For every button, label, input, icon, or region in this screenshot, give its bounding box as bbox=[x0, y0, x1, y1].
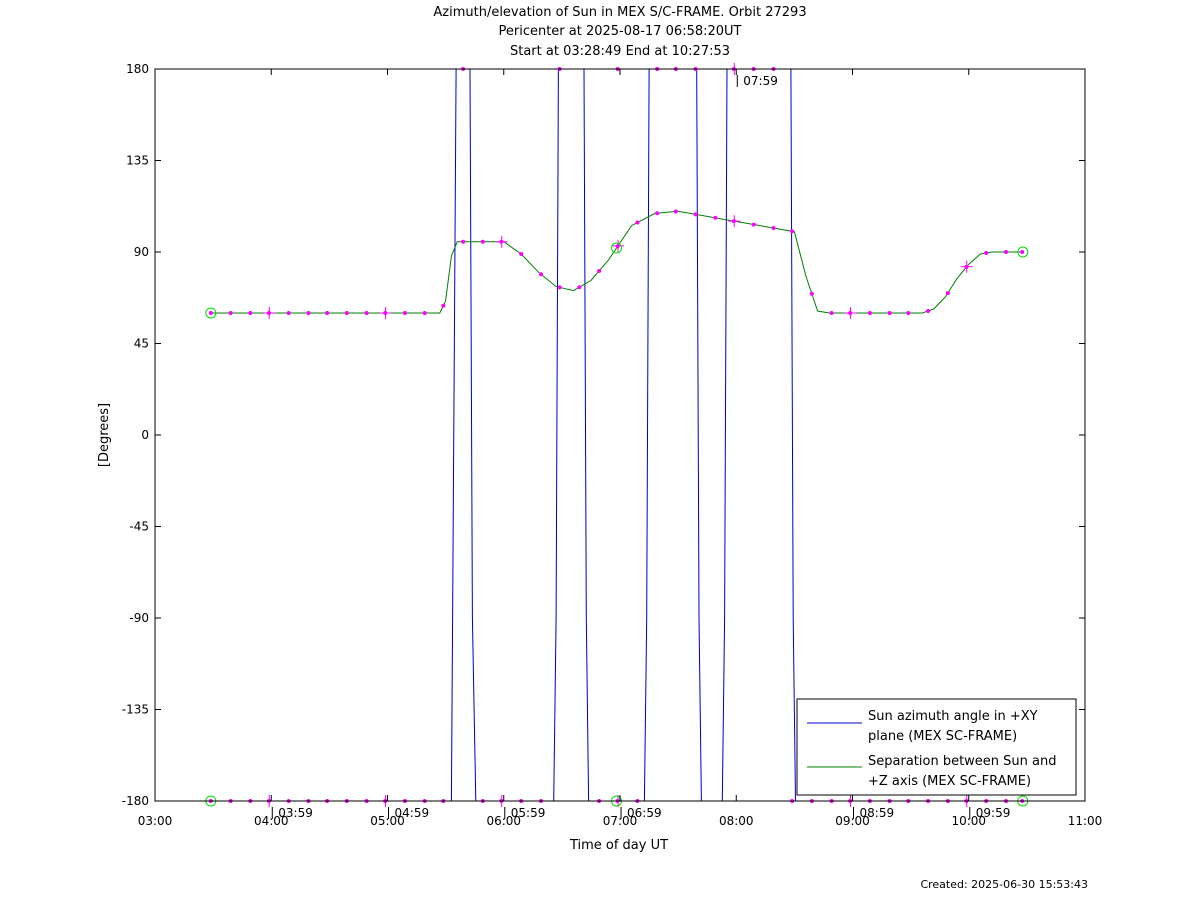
axes-layer: 03:00 04:00 05:00 06:00 07:00 08:00 09:00 10:00… bbox=[122, 62, 1103, 828]
y-tick-label: 90 bbox=[134, 245, 149, 259]
separation-endpoint-marker bbox=[1017, 246, 1029, 258]
separation-marker bbox=[713, 215, 718, 220]
separation-marker bbox=[402, 311, 407, 315]
separation-marker bbox=[984, 251, 989, 255]
x-tick-label: 06:00 bbox=[486, 814, 521, 828]
separation-marker bbox=[771, 226, 776, 230]
separation-marker bbox=[208, 311, 213, 315]
x-axis-label: Time of day UT bbox=[569, 838, 668, 853]
x-tick-label: 03:00 bbox=[138, 814, 173, 828]
x-tick-label: 11:00 bbox=[1068, 814, 1103, 828]
legend-label-separation-2: +Z axis (MEX SC-FRAME) bbox=[868, 774, 1031, 789]
separation-marker bbox=[829, 311, 834, 315]
separation-marker bbox=[693, 212, 698, 217]
x-tick-label: 04:00 bbox=[254, 814, 289, 828]
hour-annotation: 05:59 bbox=[511, 806, 546, 820]
y-tick-label: 45 bbox=[134, 337, 149, 351]
separation-marker bbox=[577, 285, 582, 290]
separation-marker bbox=[422, 311, 427, 315]
series-line-separation bbox=[210, 210, 1023, 314]
separation-endpoint-marker bbox=[205, 307, 217, 319]
hour-annotation: 03:59 bbox=[278, 806, 313, 820]
y-tick-label: -135 bbox=[122, 703, 149, 717]
separation-marker bbox=[867, 311, 872, 315]
separation-marker bbox=[286, 311, 291, 315]
legend: Sun azimuth angle in +XY plane (MEX SC-F… bbox=[796, 698, 1077, 796]
chart-title: Azimuth/elevation of Sun in MEX S/C-FRAM… bbox=[433, 5, 807, 20]
y-tick-label: 135 bbox=[126, 154, 149, 168]
separation-marker bbox=[364, 311, 369, 315]
hour-annotation: 04:59 bbox=[395, 806, 430, 820]
separation-marker bbox=[1020, 250, 1025, 254]
separation-marker bbox=[597, 269, 602, 273]
x-tick-label: 07:00 bbox=[603, 814, 638, 828]
separation-endpoint-marker bbox=[611, 242, 622, 254]
separation-marker bbox=[325, 311, 330, 315]
y-tick-label: -90 bbox=[129, 611, 149, 625]
separation-marker bbox=[1004, 250, 1008, 254]
separation-marker bbox=[790, 229, 795, 234]
separation-marker bbox=[480, 239, 485, 244]
separation-marker bbox=[673, 209, 678, 214]
legend-label-azimuth-2: plane (MEX SC-FRAME) bbox=[868, 729, 1017, 744]
marker-layer bbox=[205, 63, 1029, 807]
hour-annotation: 09:59 bbox=[976, 806, 1011, 820]
y-tick-label: 0 bbox=[141, 428, 149, 442]
created-timestamp: Created: 2025-06-30 15:53:43 bbox=[920, 878, 1088, 891]
y-axis-label: [Degrees] bbox=[97, 403, 112, 467]
x-tick-label: 09:00 bbox=[835, 814, 870, 828]
hour-annotation: 08:59 bbox=[860, 806, 895, 820]
series-layer bbox=[210, 68, 1023, 802]
plot-frame bbox=[154, 68, 1086, 802]
x-tick-label: 08:00 bbox=[719, 814, 754, 828]
legend-label-azimuth-1: Sun azimuth angle in +XY bbox=[868, 709, 1038, 724]
separation-marker bbox=[539, 272, 543, 277]
separation-marker bbox=[926, 309, 931, 313]
y-tick-label: 180 bbox=[126, 62, 149, 76]
separation-marker bbox=[906, 311, 911, 315]
hour-annotation: 07:59 bbox=[743, 74, 778, 88]
separation-marker bbox=[461, 239, 466, 244]
series-line-azimuth bbox=[210, 68, 1023, 802]
separation-marker bbox=[945, 291, 950, 296]
y-tick-label: -45 bbox=[129, 520, 149, 534]
start-end-subtitle: Start at 03:28:49 End at 10:27:53 bbox=[509, 44, 731, 59]
separation-marker bbox=[655, 211, 660, 216]
separation-marker bbox=[635, 220, 640, 225]
separation-marker bbox=[248, 311, 253, 315]
annotation-layer: 03:59 04:59 05:59 06:59 07:59 08:59 09:59 bbox=[271, 74, 1011, 820]
separation-marker bbox=[887, 311, 892, 315]
separation-marker bbox=[306, 311, 311, 315]
legend-label-separation-1: Separation between Sun and bbox=[868, 754, 1056, 769]
separation-marker bbox=[441, 303, 446, 308]
x-tick-label: 10:00 bbox=[951, 814, 986, 828]
separation-marker bbox=[344, 311, 349, 315]
legend-box bbox=[796, 698, 1077, 796]
separation-marker bbox=[228, 311, 233, 315]
separation-marker bbox=[751, 222, 756, 227]
y-tick-label: -180 bbox=[122, 794, 149, 808]
separation-marker bbox=[557, 285, 562, 290]
pericenter-subtitle: Pericenter at 2025-08-17 06:58:20UT bbox=[498, 24, 742, 39]
separation-marker bbox=[519, 252, 524, 256]
separation-marker bbox=[809, 291, 814, 296]
hour-annotation: 06:59 bbox=[627, 806, 662, 820]
x-tick-label: 05:00 bbox=[370, 814, 405, 828]
